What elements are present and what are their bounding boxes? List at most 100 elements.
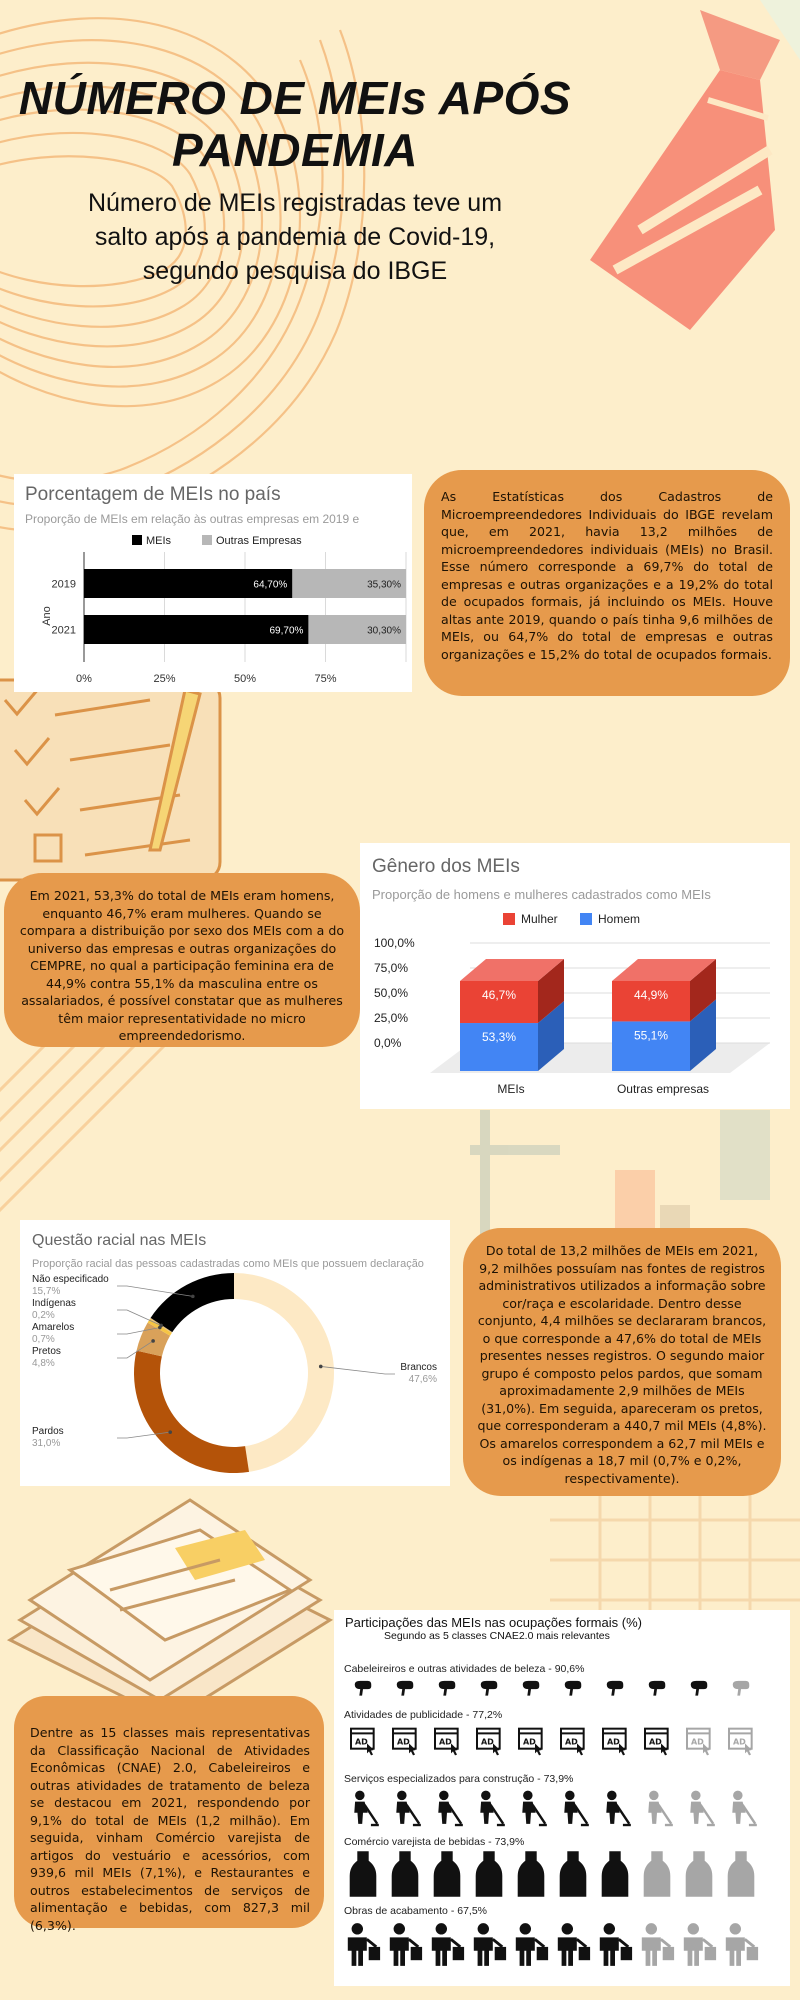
svg-text:AD: AD xyxy=(481,1738,494,1747)
classes-text: Dentre as 15 classes mais representativa… xyxy=(30,1725,310,1933)
bottle-icon xyxy=(559,1851,587,1897)
legend-label: MEIs xyxy=(146,535,172,547)
hair-dryer-icon xyxy=(354,1680,372,1696)
ad-click-icon: AD xyxy=(392,1727,417,1756)
page-title: NÚMERO DE MEIs APÓS PANDEMIA xyxy=(18,72,572,176)
construction-worker-icon xyxy=(396,1790,421,1827)
pictogram-row-label: Atividades de publicidade - 77,2% xyxy=(344,1709,503,1721)
svg-text:AD: AD xyxy=(649,1738,662,1747)
pictogram-row xyxy=(344,1680,784,1702)
hair-dryer-icon xyxy=(396,1680,414,1696)
bar-top xyxy=(612,959,716,981)
slice-name-label: Pretos xyxy=(32,1346,61,1357)
bottle-icon xyxy=(433,1851,461,1897)
y-tick-label: 75,0% xyxy=(374,961,408,975)
slice-name-label: Indígenas xyxy=(32,1298,76,1309)
gender-3d-stacked-bar-chart: Mulher Homem 100,0% 75,0% 50,0% 25,0% 0,0% 53,3… xyxy=(374,912,770,1096)
painter-worker-icon xyxy=(725,1923,759,1966)
ad-click-icon: AD xyxy=(643,1727,669,1756)
ad-click-icon: AD xyxy=(476,1727,501,1756)
pictogram-row-label: Comércio varejista de bebidas - 73,9% xyxy=(344,1836,525,1848)
y-tick-label: 100,0% xyxy=(374,936,415,950)
bottle-icon xyxy=(643,1851,671,1897)
chart-subtitle: Proporção racial das pessoas cadastradas… xyxy=(32,1258,424,1270)
category-label: MEIs xyxy=(497,1082,524,1096)
bar-outras-empresas xyxy=(292,569,406,598)
data-label: 69,70% xyxy=(270,626,304,637)
slice-name-label: Brancos xyxy=(400,1362,437,1373)
pictogram-row-label: Obras de acabamento - 67,5% xyxy=(344,1905,488,1917)
slice-value-label: 47,6% xyxy=(409,1374,437,1385)
bar-meis xyxy=(84,615,309,644)
ad-click-icon: AD xyxy=(434,1727,459,1756)
pictogram-title: Participações das MEIs nas ocupações for… xyxy=(345,1615,642,1630)
category-label: Outras empresas xyxy=(617,1082,709,1096)
donut-slice-6 xyxy=(150,1273,234,1333)
text-bubble-racial: Do total de 13,2 milhões de MEIs em 2021… xyxy=(463,1228,781,1496)
bar-mulher-front xyxy=(460,981,538,1024)
legend-label: Outras Empresas xyxy=(216,535,302,547)
hair-dryer-icon xyxy=(438,1680,456,1696)
text-bubble-genero: Em 2021, 53,3% do total de MEIs eram hom… xyxy=(4,873,360,1047)
x-tick-label: 50% xyxy=(234,673,256,685)
svg-text:AD: AD xyxy=(439,1738,452,1747)
legend-swatch xyxy=(132,535,142,545)
y-tick-label: 25,0% xyxy=(374,1011,408,1025)
bar-outras-empresas xyxy=(308,615,406,644)
svg-text:AD: AD xyxy=(733,1738,746,1747)
slice-name-label: Pardos xyxy=(32,1426,64,1437)
painter-worker-icon xyxy=(557,1923,591,1966)
bottle-icon xyxy=(727,1851,755,1897)
pictogram-row-label: Serviços especializados para construção … xyxy=(344,1773,574,1785)
painter-worker-icon xyxy=(641,1923,675,1966)
bar-homem-side xyxy=(690,999,716,1071)
data-label: 46,7% xyxy=(482,988,516,1002)
meis-percentage-bar-chart: MEIs Outras Empresas 0% 25% 50% 75% Ano 2019 64,… xyxy=(41,535,407,685)
bar-mulher-side xyxy=(538,959,564,1024)
construction-worker-icon xyxy=(732,1790,757,1827)
hair-dryer-icon xyxy=(480,1680,498,1696)
painter-worker-icon xyxy=(599,1923,633,1966)
pictogram-row-label: Cabeleireiros e outras atividades de bel… xyxy=(344,1663,585,1675)
painter-worker-icon xyxy=(683,1923,717,1966)
painter-worker-icon xyxy=(431,1923,465,1966)
hair-dryer-icon xyxy=(732,1680,750,1696)
y-tick-label: 50,0% xyxy=(374,986,408,1000)
race-chart-card: Questão racial nas MEIs Proporção racial… xyxy=(20,1220,450,1486)
x-tick-label: 75% xyxy=(314,673,336,685)
slice-value-label: 31,0% xyxy=(32,1438,60,1449)
bottle-icon xyxy=(475,1851,503,1897)
leader-dot xyxy=(191,1294,195,1299)
chart-subtitle: Proporção de MEIs em relação às outras e… xyxy=(25,512,360,526)
x-tick-label: 0% xyxy=(76,673,92,685)
bar-meis xyxy=(84,569,293,598)
legend-swatch xyxy=(202,535,212,545)
legend-swatch xyxy=(503,913,515,925)
ad-click-icon: AD xyxy=(350,1727,375,1756)
ad-click-icon: AD xyxy=(727,1727,753,1756)
leader-dot xyxy=(168,1430,173,1434)
painter-worker-icon xyxy=(515,1923,549,1966)
svg-text:AD: AD xyxy=(565,1738,578,1747)
construction-worker-icon xyxy=(354,1790,379,1827)
construction-worker-icon xyxy=(480,1790,505,1827)
legend-swatch xyxy=(580,913,592,925)
leader-dot xyxy=(151,1339,155,1343)
leader-line xyxy=(117,1285,193,1297)
pictogram-subtitle: Segundo as 5 classes CNAE2.0 mais releva… xyxy=(384,1630,610,1642)
genero-text: Em 2021, 53,3% do total de MEIs eram hom… xyxy=(19,888,345,1043)
hair-dryer-icon xyxy=(606,1680,624,1696)
data-label: 53,3% xyxy=(482,1030,516,1044)
bottle-icon xyxy=(349,1851,377,1897)
slice-name-label: Amarelos xyxy=(32,1322,74,1333)
chart-title: Questão racial nas MEIs xyxy=(32,1232,207,1249)
donut-slice-2 xyxy=(134,1350,250,1473)
slice-value-label: 0,7% xyxy=(32,1334,55,1345)
ad-click-icon: AD xyxy=(559,1727,585,1756)
slice-value-label: 15,7% xyxy=(32,1286,60,1297)
legend-label: Homem xyxy=(598,912,640,926)
chart-title: Porcentagem de MEIs no país xyxy=(25,484,281,505)
svg-text:AD: AD xyxy=(523,1738,536,1747)
slice-name-label: Não especificado xyxy=(32,1274,109,1285)
hair-dryer-icon xyxy=(690,1680,708,1696)
